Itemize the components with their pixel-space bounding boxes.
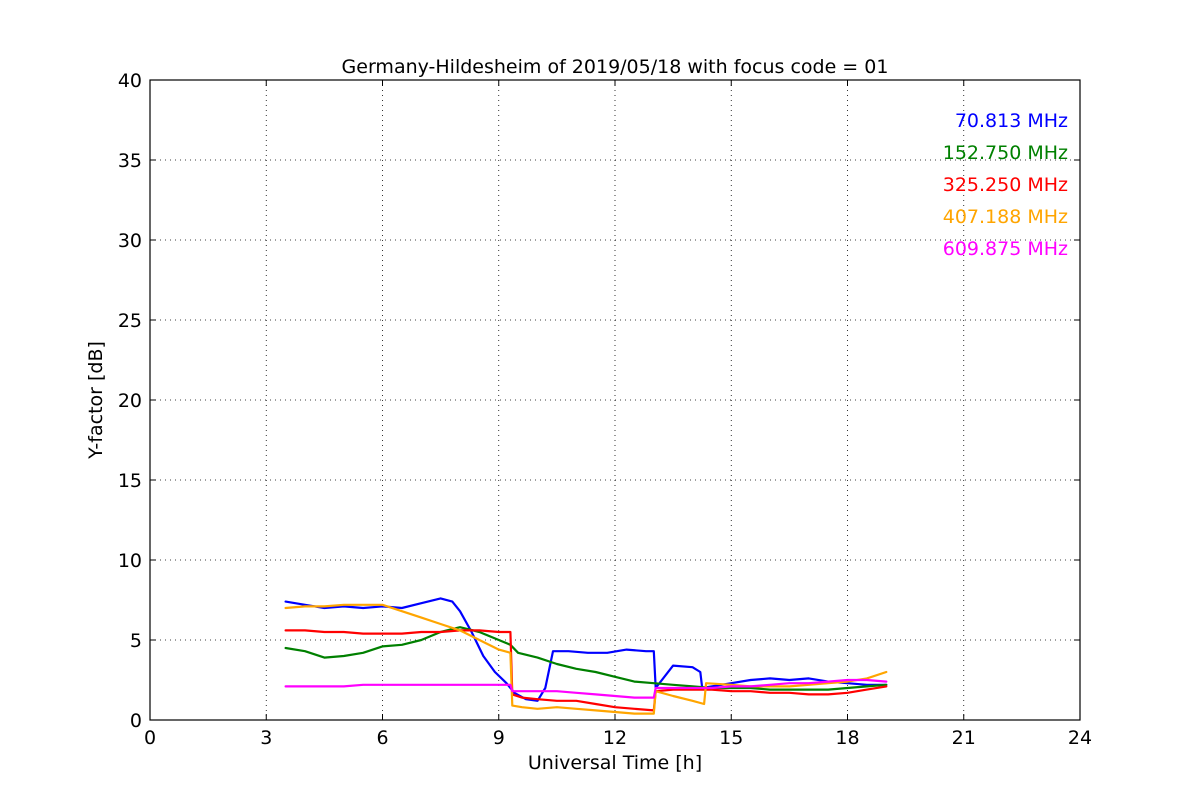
x-tick-label: 0: [144, 727, 156, 749]
x-tick-label: 6: [376, 727, 388, 749]
legend-entry-2: 325.250 MHz: [943, 174, 1068, 196]
x-tick-label: 21: [952, 727, 976, 749]
x-tick-label: 15: [719, 727, 743, 749]
legend-entry-4: 609.875 MHz: [943, 238, 1068, 260]
x-tick-label: 3: [260, 727, 272, 749]
y-tick-label: 30: [118, 230, 142, 252]
y-tick-label: 35: [118, 150, 142, 172]
legend-entry-0: 70.813 MHz: [955, 110, 1068, 132]
y-tick-label: 40: [118, 70, 142, 92]
legend-entry-3: 407.188 MHz: [943, 206, 1068, 228]
y-axis-label: Y-factor [dB]: [85, 341, 107, 460]
series-line-4: [284, 678, 888, 699]
y-tick-label: 5: [130, 630, 142, 652]
x-axis-label: Universal Time [h]: [528, 752, 702, 774]
y-tick-label: 20: [118, 390, 142, 412]
series-line-1: [284, 626, 888, 691]
y-tick-label: 25: [118, 310, 142, 332]
x-tick-label: 12: [603, 727, 627, 749]
legend-entry-1: 152.750 MHz: [943, 142, 1068, 164]
ticks: 0 3 6 9 12 15 18 21 24 0 5 10 15 20 25 30 35 40: [118, 70, 1092, 749]
series-layer: [284, 597, 888, 715]
series-line-3: [284, 603, 888, 715]
legend: 70.813 MHz 152.750 MHz 325.250 MHz 407.188 …: [943, 110, 1068, 260]
y-tick-label: 0: [130, 710, 142, 732]
series-line-0: [284, 597, 888, 702]
x-tick-label: 24: [1068, 727, 1092, 749]
chart-title: Germany-Hildesheim of 2019/05/18 with fo…: [342, 56, 889, 78]
series-line-2: [284, 629, 888, 712]
grid: [150, 80, 1080, 720]
y-tick-label: 10: [118, 550, 142, 572]
y-tick-label: 15: [118, 470, 142, 492]
x-tick-label: 18: [835, 727, 859, 749]
x-tick-label: 9: [493, 727, 505, 749]
